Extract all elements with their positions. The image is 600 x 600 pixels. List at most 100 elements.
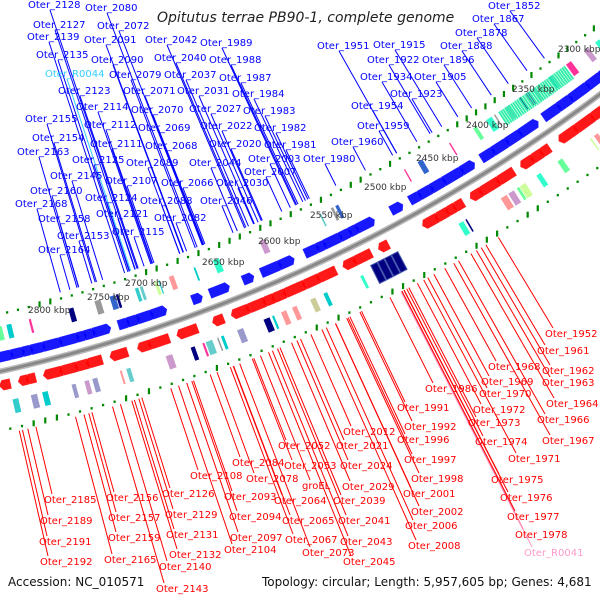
label-line <box>185 79 249 227</box>
gene-label: Oter_1975 <box>491 475 544 486</box>
gene-label: Oter_2088 <box>140 196 193 207</box>
gc-mark <box>176 257 179 264</box>
gene-label: Oter_2163 <box>17 147 70 158</box>
reverse-gene-arrow <box>422 212 441 229</box>
forward-cog-feature <box>520 96 531 111</box>
gc-mark <box>512 84 515 91</box>
kbp-tick-label: 2700 kbp <box>125 279 168 289</box>
gc-mark <box>304 331 307 334</box>
label-line <box>112 64 184 253</box>
reverse-cog-feature <box>383 254 401 277</box>
label-line <box>71 180 104 281</box>
gc-mark <box>70 294 73 297</box>
gene-labels: Oter_2128 Oter_2080 Oter_2127 Oter_2072 Oter… <box>15 0 599 595</box>
forward-cog-feature <box>529 89 541 104</box>
gene-label: Oter_1968 <box>488 362 541 373</box>
gc-mark <box>92 287 95 291</box>
gc-mark <box>186 255 190 259</box>
gene-label: Oter_1852 <box>488 1 541 12</box>
gc-mark <box>59 297 63 300</box>
gene-label: Oter_2006 <box>405 521 458 532</box>
gene-label: Oter_2128 <box>28 0 81 11</box>
gene-label: Oter_2007 <box>244 167 297 178</box>
forward-cog-feature <box>508 104 519 119</box>
forward-cog-feature <box>561 67 573 82</box>
gc-mark <box>238 233 241 240</box>
gene-label: Oter_2168 <box>15 199 68 210</box>
reverse-cog-feature <box>217 337 224 352</box>
reverse-cog-feature <box>71 383 80 399</box>
label-line <box>49 9 138 269</box>
gc-mark <box>465 115 468 122</box>
gc-mark <box>423 271 426 278</box>
gc-mark <box>38 301 41 308</box>
gene-label: Oter_2022 <box>200 121 253 132</box>
gc-mark <box>260 349 263 352</box>
forward-gene-arrow <box>406 191 422 206</box>
label-line <box>126 185 155 264</box>
gene-label: Oter_2002 <box>411 507 464 518</box>
label-line <box>48 41 126 274</box>
gene-label: Oter_2029 <box>342 482 395 493</box>
gene-label: Oter_1969 <box>481 377 534 388</box>
reverse-gene-arrow <box>469 186 485 202</box>
label-line <box>461 50 492 96</box>
reverse-cog-feature <box>30 393 41 409</box>
label-line <box>66 78 132 272</box>
gc-mark <box>444 262 447 265</box>
reverse-cog-feature <box>589 138 600 151</box>
forward-cog-feature <box>584 47 597 63</box>
gc-mark <box>359 306 362 309</box>
kbp-ticks: 2300 kbp 2350 kbp 2400 kbp 2450 kbp 2500 kbp… <box>28 45 600 316</box>
gene-label: Oter_2071 <box>123 86 176 97</box>
gene-label: Oter_1972 <box>473 405 526 416</box>
gc-mark <box>299 208 302 211</box>
label-line <box>279 347 342 496</box>
gene-label: Oter_2044 <box>189 158 242 169</box>
gc-mark <box>379 167 382 171</box>
forward-cog-feature <box>553 72 565 87</box>
gene-label: groEL <box>302 481 331 492</box>
gene-label: Oter_R0041 <box>524 548 583 559</box>
gene-label: Oter_2140 <box>159 562 212 573</box>
gene-label: Oter_1960 <box>331 137 384 148</box>
gc-mark <box>315 324 318 331</box>
reverse-cog-feature <box>237 328 249 344</box>
gene-label: Oter_2189 <box>40 516 93 527</box>
forward-cog-feature <box>403 169 412 182</box>
gene-label: Oter_2126 <box>162 489 215 500</box>
forward-cog-feature <box>502 108 513 123</box>
label-line <box>352 146 366 171</box>
gene-label: Oter_2037 <box>164 70 217 81</box>
gc-mark <box>433 268 436 271</box>
forward-cog-feature <box>330 207 340 221</box>
label-line <box>119 404 168 562</box>
label-line <box>144 95 204 246</box>
label-line <box>296 340 349 461</box>
label-line <box>389 297 434 384</box>
label-line <box>117 218 136 270</box>
label-line <box>285 149 310 199</box>
gc-mark <box>204 370 207 374</box>
label-line <box>403 289 509 493</box>
reverse-gene-arrow <box>230 303 251 320</box>
gc-mark <box>566 45 569 52</box>
map-title: Opitutus terrae PB90-1, complete genome <box>157 10 454 26</box>
gc-mark <box>329 193 333 197</box>
gc-mark <box>493 97 496 104</box>
gene-label: Oter_2039 <box>333 496 386 507</box>
forward-gene-arrow <box>116 317 130 331</box>
gc-mark <box>526 211 529 218</box>
label-line <box>359 311 413 422</box>
forward-cog-feature <box>0 326 5 341</box>
gene-label: Oter_1971 <box>508 454 561 465</box>
label-line <box>97 111 152 265</box>
gc-mark <box>227 362 230 365</box>
forward-cog-feature <box>115 294 123 309</box>
reverse-gene-arrow <box>558 124 580 144</box>
gc-mark <box>218 241 221 248</box>
gc-mark <box>484 103 487 110</box>
gc-mark <box>337 314 340 321</box>
forward-gene-arrow <box>207 282 230 299</box>
gene-label: Oter_2097 <box>230 533 283 544</box>
